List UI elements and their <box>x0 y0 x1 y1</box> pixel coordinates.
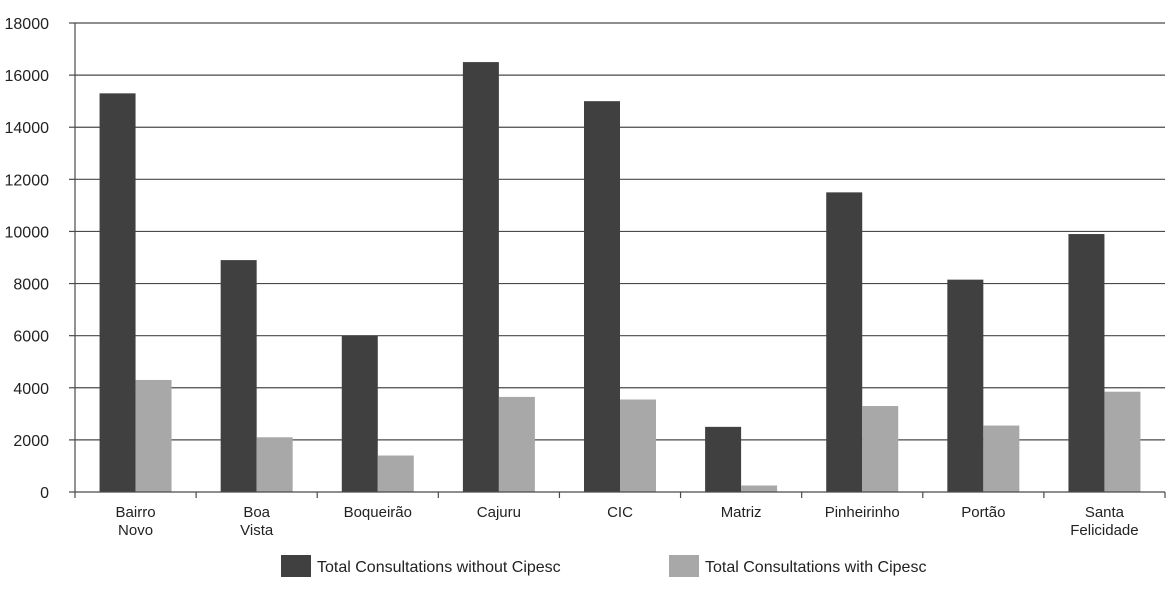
y-tick-label: 4000 <box>13 381 49 398</box>
bar-without-cipesc <box>1068 234 1105 493</box>
bar-without-cipesc <box>584 101 620 493</box>
y-tick-label: 6000 <box>13 329 49 346</box>
x-category-label: Bairro <box>116 504 156 521</box>
legend-swatch <box>669 555 699 577</box>
y-tick-label: 8000 <box>13 277 49 294</box>
y-tick-label: 16000 <box>5 68 50 85</box>
y-tick-label: 10000 <box>5 224 50 241</box>
bar-without-cipesc <box>99 93 136 492</box>
y-tick-label: 14000 <box>5 120 50 137</box>
bar-without-cipesc <box>220 260 257 492</box>
x-category-label: Pinheirinho <box>825 504 900 521</box>
bar-with-cipesc <box>377 455 414 492</box>
y-axis: 0 2000 4000 6000 8000 10000 12000 14000 16000 180… <box>5 16 76 502</box>
bar-with-cipesc <box>498 396 535 492</box>
x-category-label: Cajuru <box>477 504 521 521</box>
bar-with-cipesc <box>862 406 899 492</box>
bar-with-cipesc <box>1104 391 1141 492</box>
legend-label: Total Consultations without Cipesc <box>317 559 561 576</box>
x-category-label: Portão <box>961 504 1005 521</box>
x-category-label: Matriz <box>721 504 762 521</box>
x-category-label: Santa <box>1085 504 1125 521</box>
x-category-label: Vista <box>240 522 274 539</box>
y-tick-label: 0 <box>40 485 49 502</box>
bar-without-cipesc <box>705 426 742 492</box>
bars <box>99 62 1141 493</box>
x-category-label: Boqueirão <box>344 504 412 521</box>
x-category-label: Boa <box>243 504 270 521</box>
bar-without-cipesc <box>947 279 984 492</box>
bar-with-cipesc <box>256 437 293 492</box>
bar-without-cipesc <box>826 192 863 492</box>
bar-with-cipesc <box>135 379 172 492</box>
legend-swatch <box>281 555 311 577</box>
bar-without-cipesc <box>462 62 499 492</box>
bar-with-cipesc <box>620 399 656 492</box>
x-category-label: Novo <box>118 522 153 539</box>
bar-without-cipesc <box>341 335 378 492</box>
y-tick-label: 18000 <box>5 16 50 33</box>
x-category-label: CIC <box>607 504 633 521</box>
legend: Total Consultations without Cipesc Total … <box>281 555 926 577</box>
y-tick-label: 2000 <box>13 433 49 450</box>
y-tick-label: 12000 <box>5 172 50 189</box>
x-category-label: Felicidade <box>1070 522 1138 539</box>
bar-with-cipesc <box>983 425 1020 492</box>
legend-label: Total Consultations with Cipesc <box>705 559 926 576</box>
bar-with-cipesc <box>741 485 778 492</box>
